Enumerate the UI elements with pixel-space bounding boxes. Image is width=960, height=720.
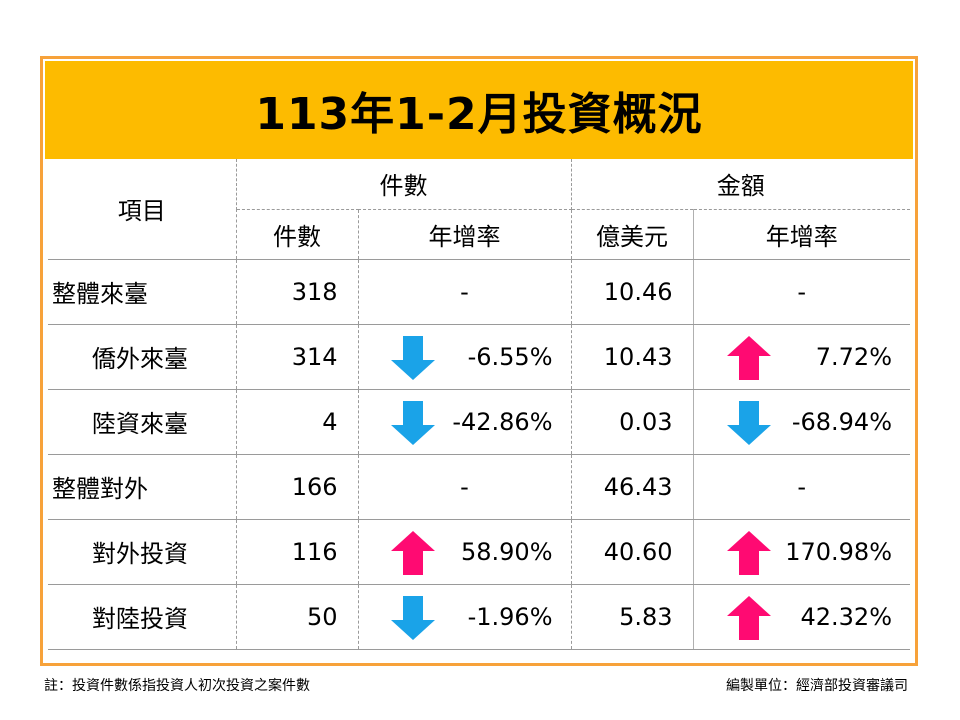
row-count: 318 <box>236 259 359 325</box>
table-row: 陸資來臺 4 -42.86% 0.03 -68.94% <box>48 389 910 455</box>
row-amount-rate: 170.98% <box>693 519 910 585</box>
row-amount-rate: 7.72% <box>693 324 910 390</box>
rate-value: - <box>460 277 469 306</box>
row-count-rate: -1.96% <box>358 584 572 650</box>
table-row: 對陸投資 50 -1.96% 5.83 42.32% <box>48 584 910 650</box>
header-row-2: 件數 年增率 億美元 年增率 <box>48 209 910 260</box>
title-band: 113年1-2月投資概況 <box>45 61 913 159</box>
table-row: 僑外來臺 314 -6.55% 10.43 7.72% <box>48 324 910 390</box>
row-amount-rate: 42.32% <box>693 584 910 650</box>
page-title: 113年1-2月投資概況 <box>255 89 703 140</box>
arrow-up-icon <box>726 530 771 575</box>
table-row: 整體來臺 318 - 10.46 - <box>48 259 910 325</box>
arrow-up-icon <box>726 335 771 380</box>
rate-value: 42.32% <box>800 602 892 631</box>
rate-value: 170.98% <box>785 537 892 566</box>
rate-value: -1.96% <box>467 602 553 631</box>
rate-value: -68.94% <box>791 407 892 436</box>
row-amount-rate: -68.94% <box>693 389 910 455</box>
row-amount-rate: - <box>693 454 910 520</box>
header-amount-rate: 年增率 <box>693 209 910 260</box>
rate-value: 58.90% <box>460 537 553 566</box>
rate-value: - <box>797 472 807 501</box>
row-count: 50 <box>236 584 359 650</box>
arrow-down-icon <box>726 400 771 445</box>
table-body: 整體來臺 318 - 10.46 - 僑外來臺 314 -6.55% 10.43 7.72% 陸資來… <box>48 259 910 650</box>
row-count: 4 <box>236 389 359 455</box>
arrow-down-icon <box>390 595 435 640</box>
arrow-down-icon <box>390 400 435 445</box>
row-amount: 10.46 <box>571 259 694 325</box>
header-row-1: 項目 件數 金額 <box>48 159 910 260</box>
row-amount: 5.83 <box>571 584 694 650</box>
row-amount: 0.03 <box>571 389 694 455</box>
row-count-rate: -42.86% <box>358 389 572 455</box>
row-count-rate: -6.55% <box>358 324 572 390</box>
row-amount: 46.43 <box>571 454 694 520</box>
row-count-rate: 58.90% <box>358 519 572 585</box>
row-amount-rate: - <box>693 259 910 325</box>
header-count-rate: 年增率 <box>358 209 572 260</box>
rate-value: -6.55% <box>467 342 553 371</box>
table-row: 對外投資 116 58.90% 40.60 170.98% <box>48 519 910 585</box>
arrow-down-icon <box>390 335 435 380</box>
rate-value: 7.72% <box>815 342 892 371</box>
row-amount: 10.43 <box>571 324 694 390</box>
arrow-up-icon <box>726 595 771 640</box>
row-amount: 40.60 <box>571 519 694 585</box>
row-name: 對外投資 <box>48 519 237 585</box>
footnote-source: 編製單位：經濟部投資審議司 <box>726 678 908 694</box>
row-name: 整體對外 <box>48 454 237 520</box>
row-count: 314 <box>236 324 359 390</box>
header-item: 項目 <box>48 159 237 260</box>
row-name: 對陸投資 <box>48 584 237 650</box>
row-name: 陸資來臺 <box>48 389 237 455</box>
rate-value: -42.86% <box>452 407 553 436</box>
investment-table: 項目 件數 金額 件數 年增率 億美元 年增率 整體來臺 318 - 10.46 - 僑外… <box>48 159 910 650</box>
header-amount-unit: 億美元 <box>571 209 694 260</box>
header-amount-group: 金額 <box>571 159 910 210</box>
footnote-note: 註：投資件數係指投資人初次投資之案件數 <box>44 678 310 694</box>
row-name: 整體來臺 <box>48 259 237 325</box>
header-count-group: 件數 <box>236 159 572 210</box>
row-name: 僑外來臺 <box>48 324 237 390</box>
arrow-up-icon <box>390 530 435 575</box>
header-count: 件數 <box>236 209 359 260</box>
row-count-rate: - <box>358 454 572 520</box>
rate-value: - <box>797 277 807 306</box>
row-count: 116 <box>236 519 359 585</box>
row-count-rate: - <box>358 259 572 325</box>
row-count: 166 <box>236 454 359 520</box>
table-row: 整體對外 166 - 46.43 - <box>48 454 910 520</box>
rate-value: - <box>460 472 469 501</box>
